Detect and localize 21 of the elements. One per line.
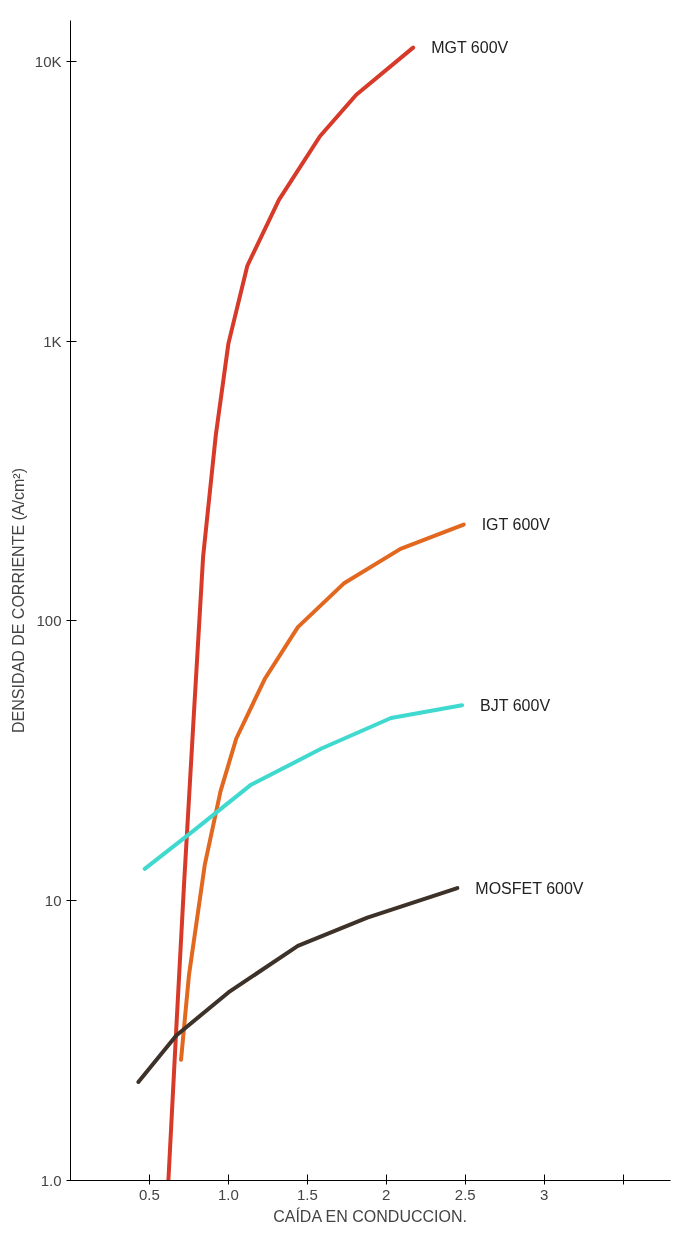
- x-tick-label: 0.5: [139, 1185, 160, 1203]
- x-tick-label: 3: [540, 1185, 549, 1203]
- series-label: MOSFET 600V: [475, 879, 584, 897]
- x-tick-label: 1.5: [296, 1185, 318, 1203]
- line-series: [179, 522, 466, 1062]
- x-tick-label: 1.0: [217, 1185, 239, 1203]
- x-tick-label: 2.5: [454, 1185, 476, 1203]
- series-label: MGT 600V: [431, 39, 509, 57]
- x-axis-title: CAÍDA EN CONDUCCION.: [273, 1206, 467, 1225]
- y-tick-label: 1.0: [40, 1172, 62, 1189]
- y-tick-label: 1K: [43, 332, 62, 350]
- series-label: IGT 600V: [481, 516, 551, 534]
- line-series: [142, 703, 465, 871]
- y-tick-label: 10K: [34, 52, 62, 70]
- y-tick-label: 10: [44, 892, 62, 910]
- series-label: BJT 600V: [480, 696, 551, 714]
- x-tick-label: 2: [382, 1185, 391, 1203]
- line-series: [166, 45, 416, 1181]
- line-series: [136, 886, 460, 1084]
- y-tick-label: 100: [36, 612, 62, 630]
- y-axis-title: DENSIDAD DE CORRIENTE (A/cm²): [9, 468, 27, 733]
